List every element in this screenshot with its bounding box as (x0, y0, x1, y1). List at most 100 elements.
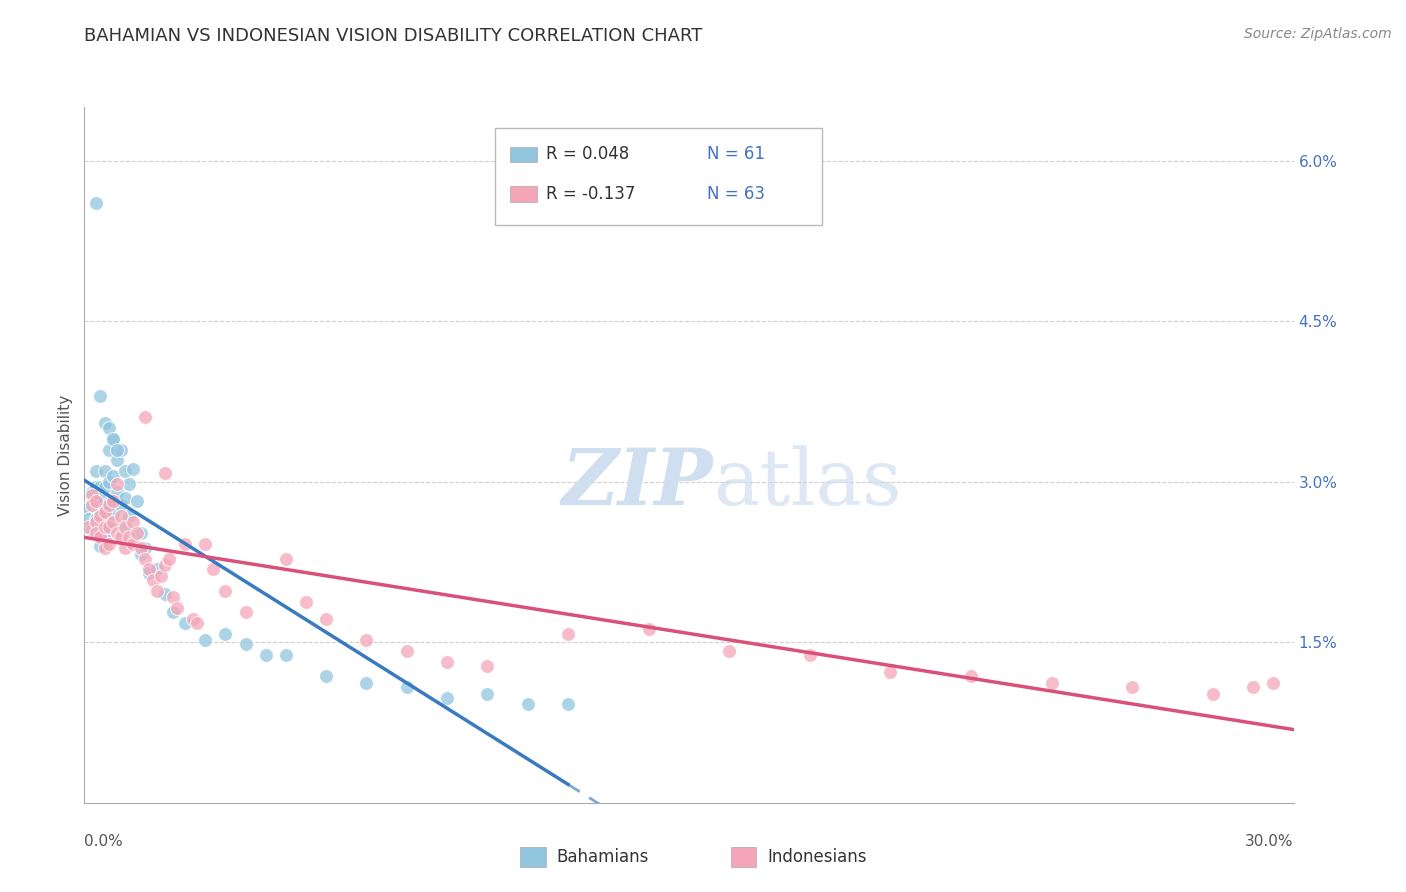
Point (86, 516, 108, 530)
Point (166, 601, 188, 615)
Point (118, 530, 141, 544)
Text: atlas: atlas (713, 445, 901, 521)
Point (146, 562, 169, 576)
Point (110, 498, 132, 512)
Point (125, 494, 148, 508)
Point (202, 562, 225, 576)
Point (110, 508, 132, 523)
Point (395, 680, 418, 694)
Text: R = 0.048: R = 0.048 (547, 145, 630, 163)
Point (114, 491, 136, 505)
FancyBboxPatch shape (495, 128, 823, 226)
Point (82, 498, 104, 512)
Point (799, 648, 821, 662)
Point (149, 569, 172, 583)
Point (557, 626, 579, 640)
Point (235, 605, 257, 619)
Point (138, 566, 160, 580)
Point (214, 626, 236, 640)
Point (157, 551, 180, 566)
Point (637, 623, 659, 637)
Point (174, 615, 197, 630)
Point (181, 612, 204, 626)
Text: 30.0%: 30.0% (1246, 834, 1294, 849)
Point (274, 648, 297, 662)
Point (97, 496, 120, 510)
Text: Bahamians: Bahamians (557, 848, 650, 866)
Point (86, 512, 108, 526)
Text: 0.0%: 0.0% (84, 834, 124, 849)
Point (97, 421, 120, 435)
Point (254, 648, 277, 662)
Text: BAHAMIAN VS INDONESIAN VISION DISABILITY CORRELATION CHART: BAHAMIAN VS INDONESIAN VISION DISABILITY… (84, 27, 703, 45)
Point (134, 541, 156, 555)
FancyBboxPatch shape (510, 186, 537, 202)
Point (105, 485, 128, 500)
Point (86, 526, 108, 541)
Point (101, 469, 124, 483)
Point (93, 464, 115, 478)
FancyBboxPatch shape (510, 146, 537, 162)
Point (89, 491, 111, 505)
Point (93, 501, 115, 516)
Text: N = 61: N = 61 (707, 145, 765, 163)
Point (235, 637, 257, 651)
Point (477, 687, 499, 701)
Point (194, 537, 217, 551)
Point (295, 594, 318, 608)
Point (82, 487, 104, 501)
Point (194, 633, 217, 648)
Point (142, 573, 165, 587)
Point (125, 526, 148, 541)
Point (89, 508, 111, 523)
Point (97, 519, 120, 533)
Point (89, 507, 111, 521)
Y-axis label: Vision Disability: Vision Disability (58, 394, 73, 516)
Point (93, 541, 115, 555)
Point (315, 669, 337, 683)
Point (274, 551, 297, 566)
Point (93, 530, 115, 544)
Point (153, 558, 176, 573)
Point (101, 432, 124, 446)
Point (153, 466, 176, 480)
Point (101, 516, 124, 530)
Point (89, 523, 111, 537)
Point (89, 480, 111, 494)
Point (395, 644, 418, 658)
Point (214, 583, 236, 598)
Point (436, 690, 458, 705)
Point (1202, 687, 1225, 701)
Point (146, 583, 169, 598)
Point (97, 537, 120, 551)
Point (356, 633, 378, 648)
Point (557, 698, 579, 712)
Point (129, 548, 152, 562)
Point (82, 485, 104, 500)
Point (89, 539, 111, 553)
Point (114, 519, 136, 533)
Point (105, 453, 128, 467)
Text: N = 63: N = 63 (707, 185, 765, 203)
Point (1263, 676, 1285, 690)
Point (162, 591, 184, 605)
Point (118, 508, 141, 523)
Point (1121, 680, 1143, 694)
Point (138, 562, 160, 576)
Point (129, 526, 152, 541)
Point (121, 516, 143, 530)
Point (436, 655, 458, 669)
Point (114, 541, 136, 555)
Point (93, 519, 115, 533)
Point (879, 665, 901, 680)
Point (86, 196, 108, 211)
Point (356, 676, 378, 690)
Point (89, 389, 111, 403)
Point (101, 494, 124, 508)
Point (93, 505, 115, 519)
Point (86, 496, 108, 510)
Point (114, 464, 136, 478)
Point (86, 480, 108, 494)
Point (960, 669, 983, 683)
Point (101, 507, 124, 521)
